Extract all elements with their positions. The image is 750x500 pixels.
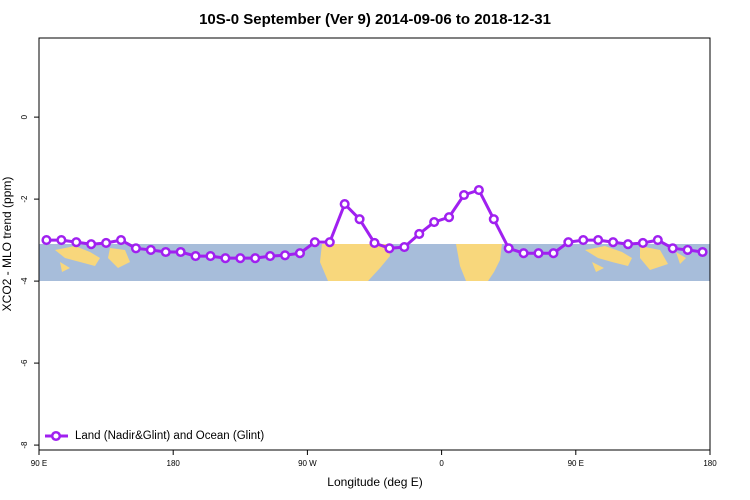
data-point	[130, 243, 141, 254]
data-point	[175, 246, 186, 258]
data-point	[652, 235, 663, 246]
data-point	[429, 217, 440, 228]
data-point	[56, 235, 67, 246]
data-point	[86, 239, 97, 250]
data-point	[593, 235, 604, 246]
data-point	[548, 248, 559, 259]
map-strip	[39, 244, 710, 281]
data-point	[384, 243, 395, 254]
data-point	[354, 214, 365, 225]
plot-frame	[38, 37, 711, 451]
data-point	[324, 237, 335, 248]
data-point	[145, 244, 156, 255]
y-tick-label: -8	[20, 441, 29, 449]
legend-label: Land (Nadir&Glint) and Ocean (Glint)	[75, 430, 264, 442]
data-point	[279, 250, 291, 261]
data-point	[339, 198, 350, 210]
data-point	[309, 237, 320, 248]
data-point	[101, 237, 112, 249]
data-point	[473, 185, 484, 196]
data-point	[697, 246, 708, 258]
x-tick-label: 90 E	[568, 459, 584, 468]
x-tick-label: 0	[439, 459, 444, 468]
data-point	[220, 253, 231, 264]
chart-title: 10S-0 September (Ver 9) 2014-09-06 to 20…	[199, 11, 551, 28]
data-point	[399, 242, 410, 253]
data-point	[518, 248, 529, 259]
x-axis-label: Longitude (deg E)	[327, 475, 422, 489]
y-tick-label: -4	[20, 277, 29, 285]
y-tick-label: -6	[20, 359, 29, 367]
data-point	[115, 235, 127, 246]
data-point	[294, 248, 305, 259]
data-point	[71, 237, 82, 248]
legend-marker	[50, 430, 62, 442]
data-point	[488, 214, 499, 225]
data-point	[250, 253, 261, 264]
data-point	[458, 189, 470, 201]
data-point	[235, 253, 246, 264]
data-point	[563, 237, 574, 248]
data-point	[160, 246, 171, 258]
data-point	[369, 237, 380, 249]
data-point	[414, 228, 425, 240]
data-point	[265, 251, 276, 262]
x-tick-label: 90 E	[31, 459, 47, 468]
data-point	[667, 243, 678, 254]
data-point	[637, 237, 648, 249]
data-point	[578, 235, 589, 246]
y-tick-label: 0	[20, 114, 29, 119]
data-point	[608, 237, 619, 248]
data-point	[622, 239, 634, 250]
x-tick-label: 180	[703, 459, 717, 468]
data-point	[41, 235, 52, 246]
data-point	[190, 251, 201, 262]
x-tick-label: 90 W	[298, 459, 317, 468]
data-point	[533, 248, 544, 259]
x-tick-label: 180	[167, 459, 181, 468]
data-point	[205, 251, 216, 262]
data-point	[682, 244, 693, 255]
data-point	[444, 212, 455, 223]
y-axis-label: XCO2 - MLO trend (ppm)	[0, 177, 14, 312]
y-tick-label: -2	[20, 195, 29, 203]
data-point	[503, 243, 514, 254]
